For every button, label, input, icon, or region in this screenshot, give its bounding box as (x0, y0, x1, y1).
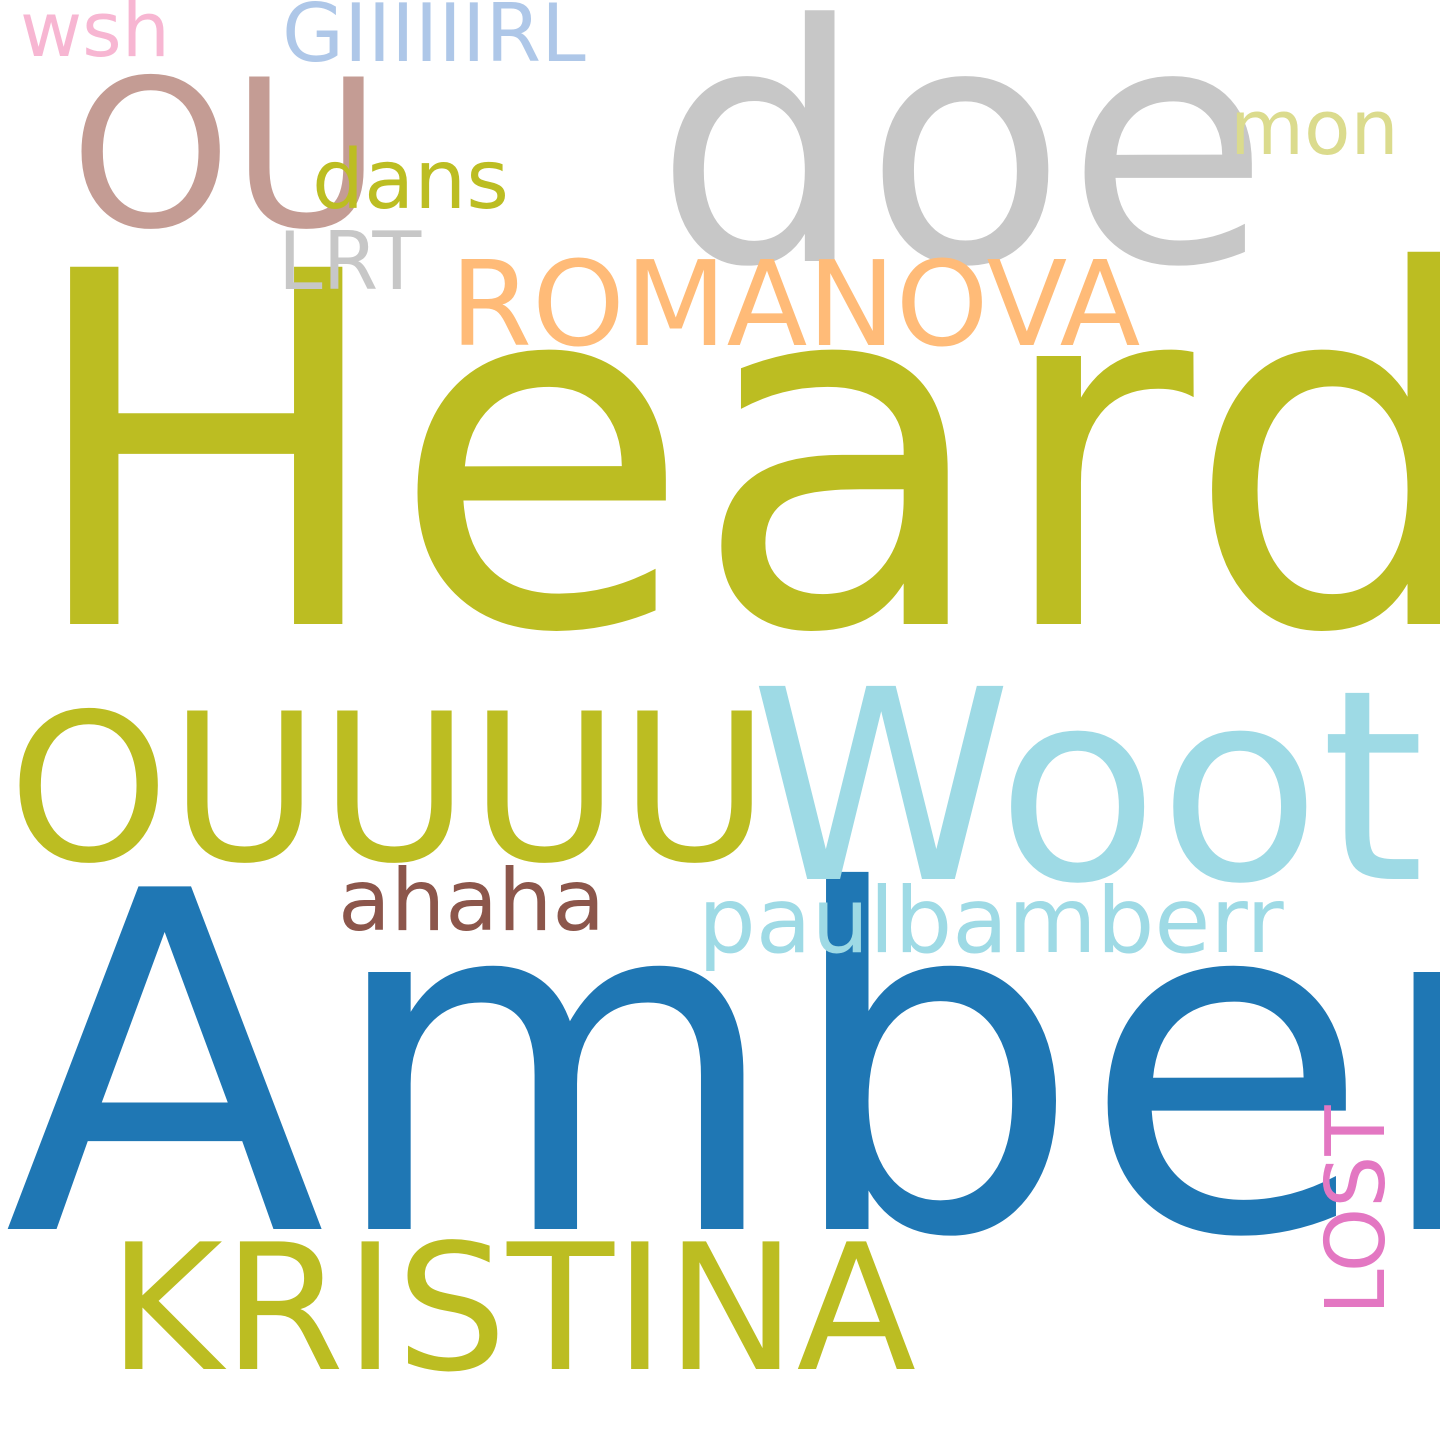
word-ahaha: ahaha (338, 851, 606, 951)
word-amber: Amber (4, 793, 1440, 1340)
word-dans: dans (312, 133, 509, 228)
word-heard: Heard (22, 169, 1440, 740)
word-paulbamberr: paulbamberr (698, 869, 1284, 974)
word-wsh: wsh (20, 0, 170, 74)
word-giiiiiirl: GIIIIIIRL (282, 0, 586, 80)
word-lost: LOST (1309, 1105, 1404, 1315)
word-romanova: ROMANOVA (450, 235, 1141, 373)
word-ou: OU (70, 37, 382, 275)
word-doe: doe (655, 0, 1270, 339)
word-ouuuu: OUUUU (8, 671, 770, 909)
word-lrt: LRT (278, 215, 422, 308)
word-mon: mon (1230, 83, 1399, 172)
word-woot: Woot (750, 634, 1425, 942)
word-kristina: KRISTINA (108, 1208, 917, 1411)
